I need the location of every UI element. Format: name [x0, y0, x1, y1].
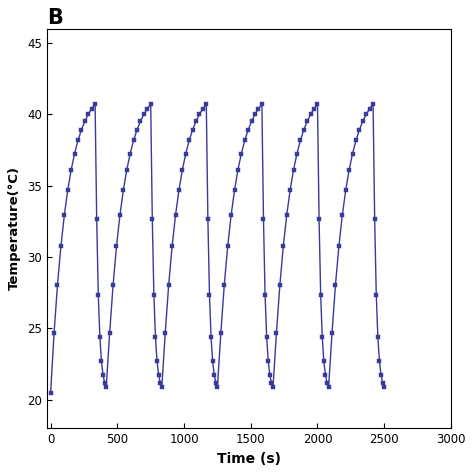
Y-axis label: Temperature(°C): Temperature(°C): [9, 166, 21, 291]
Text: B: B: [46, 9, 63, 28]
X-axis label: Time (s): Time (s): [217, 452, 281, 465]
